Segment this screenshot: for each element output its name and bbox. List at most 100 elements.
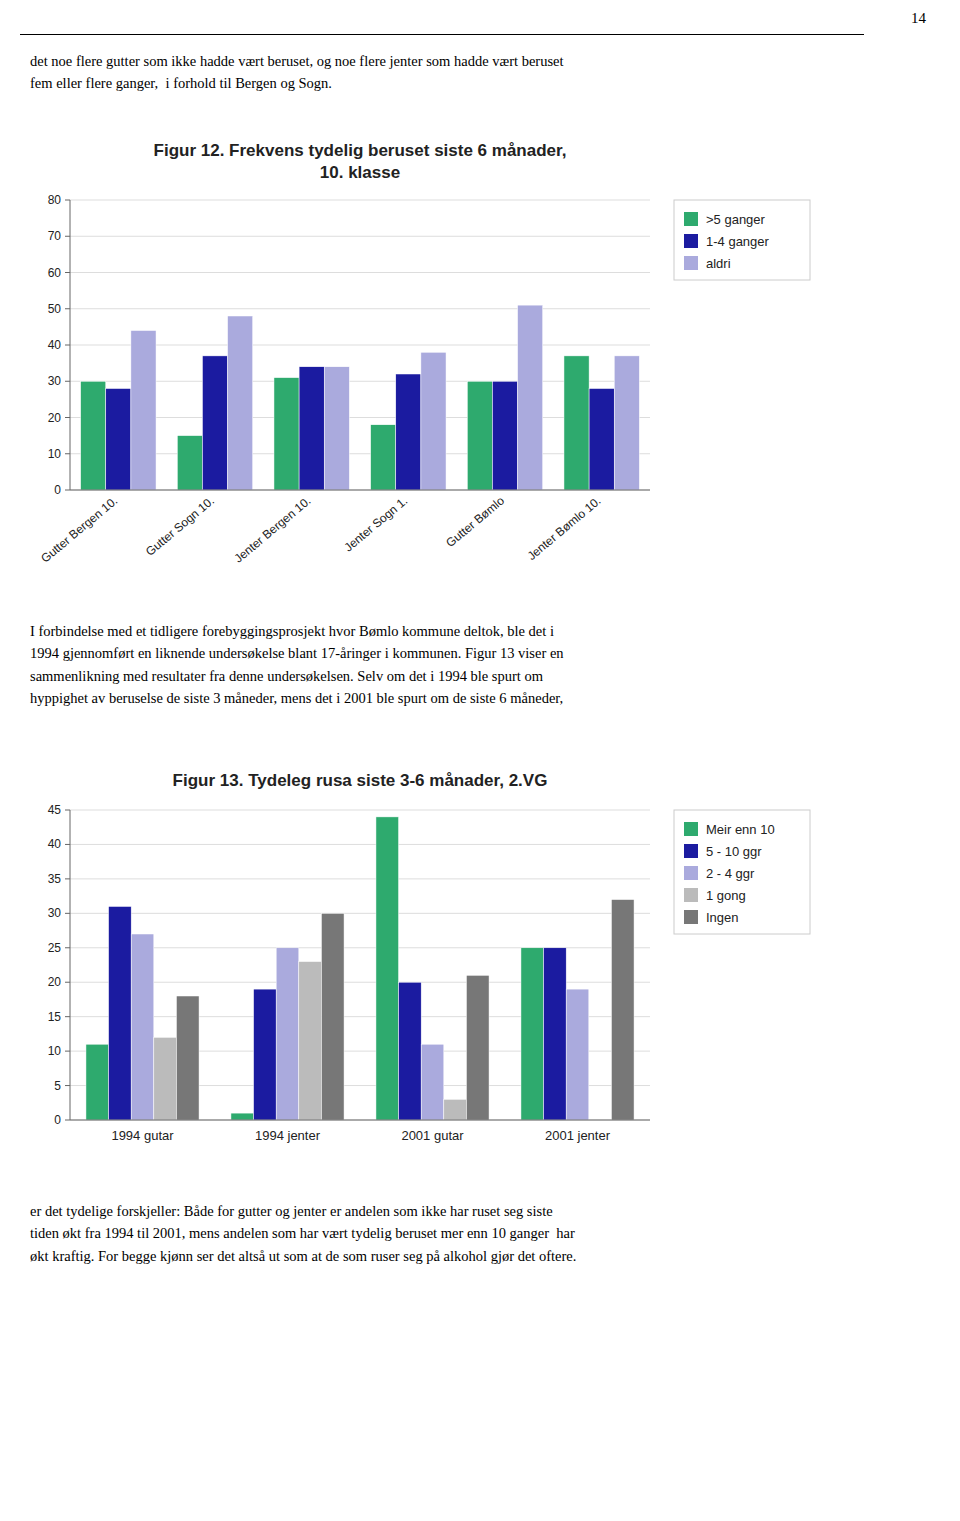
bar <box>154 1037 177 1120</box>
y-tick <box>65 345 70 346</box>
legend-swatch <box>684 256 698 270</box>
legend-label: 1 gong <box>706 888 746 903</box>
y-tick <box>65 381 70 382</box>
grid-line <box>70 844 650 845</box>
x-tick-label: Gutter Bømlo <box>443 493 507 550</box>
y-tick <box>65 810 70 811</box>
bars <box>81 305 640 490</box>
y-tick-label: 30 <box>48 906 62 920</box>
x-tick-label: Jenter Bergen 10. <box>232 494 314 566</box>
bar <box>254 989 277 1120</box>
bar <box>131 331 156 491</box>
y-tick <box>65 272 70 273</box>
bar <box>466 975 489 1120</box>
y-tick-label: 15 <box>48 1010 62 1024</box>
grid-line <box>70 1120 650 1121</box>
bar <box>421 352 446 490</box>
bar <box>467 381 492 490</box>
bar <box>109 906 132 1120</box>
grid-line <box>70 345 650 346</box>
legend: >5 ganger1-4 gangeraldri <box>674 200 810 280</box>
y-tick <box>65 1120 70 1121</box>
grid <box>70 810 650 1120</box>
grid-line <box>70 381 650 382</box>
grid-line <box>70 417 650 418</box>
y-tick <box>65 878 70 879</box>
legend-label: Meir enn 10 <box>706 822 775 837</box>
x-tick-label: Gutter Bergen 10. <box>38 494 120 566</box>
x-tick-label: 2001 gutar <box>401 1128 464 1143</box>
y-tick-label: 10 <box>48 1044 62 1058</box>
bar <box>202 356 227 490</box>
legend-label: Ingen <box>706 910 739 925</box>
legend: Meir enn 105 - 10 ggr2 - 4 ggr1 gongInge… <box>674 810 810 934</box>
grid-line <box>70 272 650 273</box>
grid-line <box>70 200 650 201</box>
y-tick <box>65 947 70 948</box>
grid-line <box>70 236 650 237</box>
y-tick-label: 0 <box>54 1113 61 1127</box>
legend-swatch <box>684 844 698 858</box>
bars <box>86 817 634 1120</box>
bar <box>131 934 154 1120</box>
grid-line <box>70 490 650 491</box>
bar <box>396 374 421 490</box>
bar <box>299 962 322 1120</box>
bar <box>177 436 202 490</box>
chart-title: Figur 12. Frekvens tydelig beruset siste… <box>154 141 567 182</box>
page-number: 14 <box>911 10 926 27</box>
y-tick <box>65 308 70 309</box>
y-tick-label: 40 <box>48 837 62 851</box>
bar <box>614 356 639 490</box>
y-tick-label: 80 <box>48 193 62 207</box>
legend-label: aldri <box>706 256 731 271</box>
grid-line <box>70 453 650 454</box>
bar <box>544 948 567 1120</box>
y-tick-label: 70 <box>48 229 62 243</box>
y-tick-label: 0 <box>54 483 61 497</box>
x-tick-label: 1994 gutar <box>111 1128 174 1143</box>
x-axis-line <box>70 1120 650 1121</box>
y-tick <box>65 1016 70 1017</box>
bar <box>399 982 422 1120</box>
bar <box>228 316 253 490</box>
legend-label: 5 - 10 ggr <box>706 844 762 859</box>
y-tick-label: 25 <box>48 941 62 955</box>
y-tick <box>65 844 70 845</box>
bar <box>324 367 349 490</box>
y-tick <box>65 1085 70 1086</box>
bar <box>231 1113 254 1120</box>
chart: Figur 12. Frekvens tydelig beruset siste… <box>0 130 960 600</box>
chart-title: Figur 13. Tydeleg rusa siste 3-6 månader… <box>173 771 548 790</box>
bar <box>81 381 106 490</box>
bar <box>444 1099 467 1120</box>
bar <box>371 425 396 490</box>
grid-line <box>70 878 650 879</box>
body-text: I forbindelse med et tidligere forebyggi… <box>30 620 910 710</box>
legend-label: >5 ganger <box>706 212 766 227</box>
bar <box>518 305 543 490</box>
bar <box>321 913 344 1120</box>
top-rule <box>20 34 864 35</box>
y-tick-label: 10 <box>48 447 62 461</box>
y-tick <box>65 417 70 418</box>
y-tick-label: 60 <box>48 266 62 280</box>
y-tick <box>65 200 70 201</box>
bar <box>564 356 589 490</box>
legend-swatch <box>684 822 698 836</box>
legend-swatch <box>684 888 698 902</box>
x-tick-label: Jenter Bømlo 10. <box>525 494 604 563</box>
x-tick-label: Gutter Sogn 10. <box>143 494 217 559</box>
legend-box <box>674 810 810 934</box>
y-tick <box>65 236 70 237</box>
legend-swatch <box>684 866 698 880</box>
bar <box>276 948 299 1120</box>
bar <box>106 389 131 491</box>
bar <box>589 389 614 491</box>
x-tick-label: 2001 jenter <box>545 1128 611 1143</box>
y-tick-label: 30 <box>48 374 62 388</box>
bar <box>299 367 324 490</box>
y-axis-line <box>70 200 71 490</box>
y-tick <box>65 1051 70 1052</box>
x-tick-label: Jenter Sogn 1. <box>341 494 410 555</box>
